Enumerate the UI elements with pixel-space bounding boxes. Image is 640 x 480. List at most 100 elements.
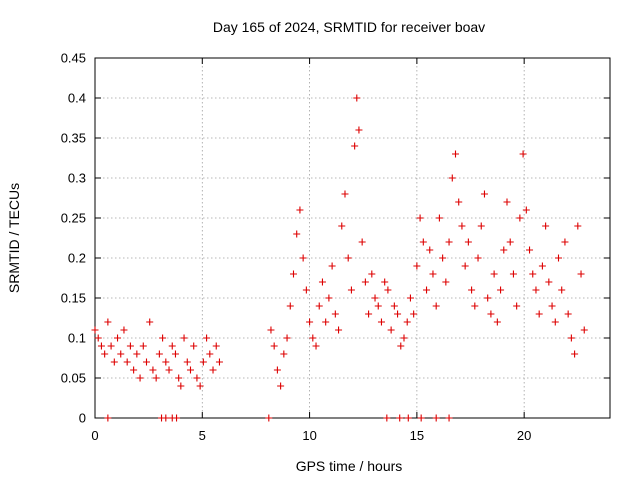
data-point	[206, 350, 214, 358]
data-point	[104, 318, 112, 326]
data-point	[513, 302, 521, 310]
data-point	[344, 254, 352, 262]
data-point	[564, 310, 572, 318]
data-point	[193, 374, 201, 382]
data-point	[180, 334, 188, 342]
data-point	[91, 326, 99, 334]
data-point	[377, 318, 385, 326]
data-point	[442, 278, 450, 286]
data-point	[293, 230, 301, 238]
data-point	[455, 198, 463, 206]
x-tick-label: 20	[517, 428, 531, 443]
y-tick-label: 0.1	[68, 331, 86, 346]
data-point	[484, 294, 492, 302]
data-point	[435, 214, 443, 222]
data-point	[175, 374, 183, 382]
data-point	[94, 334, 102, 342]
data-point	[341, 190, 349, 198]
data-point	[387, 326, 395, 334]
data-point	[353, 94, 361, 102]
data-point	[477, 222, 485, 230]
data-point	[361, 278, 369, 286]
data-point	[306, 318, 314, 326]
data-point	[133, 350, 141, 358]
data-point	[419, 238, 427, 246]
data-point	[381, 278, 389, 286]
data-point	[577, 270, 585, 278]
axis-ticks: 0 0.05 0.1 0.15 0.2 0.25 0.3 0.35 0.4 0.45 0 5 10 15 2…	[61, 51, 610, 443]
data-point	[101, 350, 109, 358]
x-tick-label: 5	[199, 428, 206, 443]
data-point	[468, 286, 476, 294]
data-point	[452, 150, 459, 158]
data-point	[286, 302, 294, 310]
data-point	[374, 302, 382, 310]
data-point	[212, 342, 220, 350]
data-point	[429, 270, 437, 278]
data-point	[558, 286, 566, 294]
data-point	[532, 286, 540, 294]
data-point	[162, 358, 170, 366]
data-point	[331, 310, 339, 318]
data-point	[358, 238, 366, 246]
data-point	[403, 318, 411, 326]
data-point	[315, 302, 323, 310]
data-point	[538, 262, 546, 270]
data-point	[171, 350, 179, 358]
data-point	[347, 286, 355, 294]
data-point	[384, 286, 392, 294]
data-point	[417, 414, 425, 422]
data-point	[464, 238, 472, 246]
data-point	[371, 294, 379, 302]
data-point	[162, 414, 170, 422]
data-point	[299, 254, 307, 262]
data-point	[406, 294, 414, 302]
data-point	[267, 326, 275, 334]
data-point	[458, 222, 466, 230]
data-point	[289, 270, 297, 278]
data-point	[114, 334, 122, 342]
data-point	[325, 294, 333, 302]
data-point	[542, 222, 550, 230]
data-point	[493, 318, 501, 326]
data-point	[396, 414, 404, 422]
data-point	[107, 342, 115, 350]
data-point	[448, 174, 456, 182]
data-point	[397, 342, 405, 350]
data-point	[567, 334, 575, 342]
data-point	[445, 238, 453, 246]
plot-frame	[94, 57, 611, 419]
data-point	[390, 302, 398, 310]
data-point	[526, 246, 534, 254]
data-point	[296, 206, 304, 214]
data-point	[368, 270, 376, 278]
data-point	[555, 254, 562, 262]
data-point	[270, 342, 278, 350]
y-tick-label: 0.15	[61, 291, 86, 306]
data-point	[110, 358, 118, 366]
data-point	[461, 262, 469, 270]
data-point	[445, 414, 453, 422]
x-tick-label: 15	[410, 428, 424, 443]
data-point	[196, 382, 204, 390]
data-point	[500, 246, 508, 254]
data-point	[139, 342, 147, 350]
data-point	[280, 350, 288, 358]
data-point	[146, 318, 154, 326]
data-point	[432, 414, 440, 422]
data-point	[480, 190, 488, 198]
data-point	[149, 366, 157, 374]
data-point	[400, 334, 408, 342]
data-point	[209, 366, 217, 374]
data-point	[571, 350, 579, 358]
data-point	[328, 262, 336, 270]
data-point	[283, 334, 291, 342]
y-tick-label: 0.45	[61, 51, 86, 66]
chart-title: Day 165 of 2024, SRMTID for receiver boa…	[213, 19, 485, 35]
data-point	[474, 254, 482, 262]
data-point	[506, 238, 514, 246]
data-point	[130, 366, 138, 374]
data-point	[186, 366, 194, 374]
